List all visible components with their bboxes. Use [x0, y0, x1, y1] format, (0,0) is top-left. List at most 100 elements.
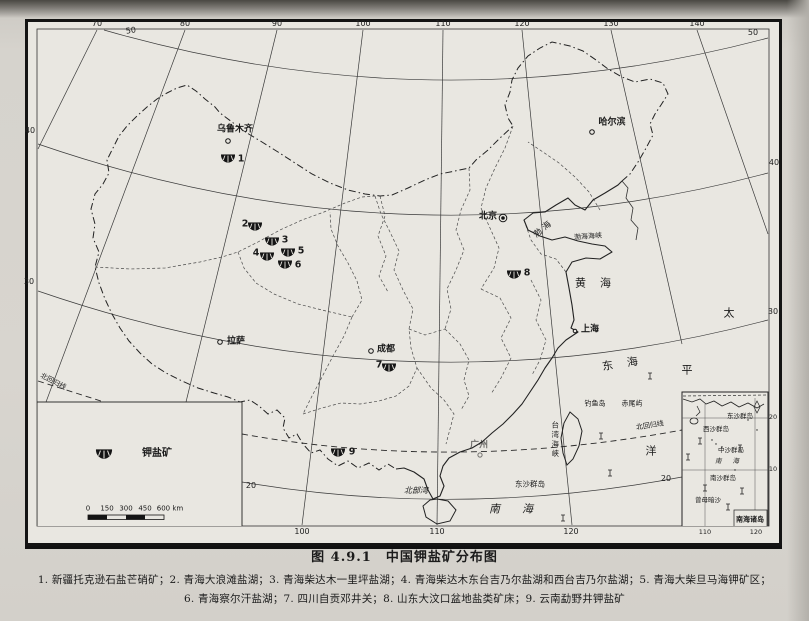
- mine-label-8: 8: [523, 267, 531, 279]
- city-label-lhasa: 拉萨: [226, 336, 246, 347]
- mine-symbol-9: [330, 448, 346, 458]
- mine-symbol-7: [381, 363, 397, 373]
- sea-label-beibu-gulf: 北部湾: [404, 486, 428, 495]
- sea-label-pacific-char2: 平: [681, 363, 693, 377]
- inset-title-box: [733, 509, 768, 526]
- island-mark: [647, 372, 653, 380]
- city-marker-chengdu: [368, 348, 374, 354]
- scale-tick-300: 300: [119, 504, 133, 513]
- island-mark: [560, 514, 566, 522]
- scale-tick-600km: 600 km: [156, 504, 184, 513]
- taiwan-island: [560, 411, 583, 466]
- lon-label-110-bottom: 110: [429, 527, 445, 536]
- lat-label-30-left: 30: [23, 277, 35, 286]
- inset-label-nansha: 南沙群岛: [710, 473, 736, 482]
- lat-label-30-right: 30: [767, 307, 779, 316]
- mine-symbol-2: [247, 222, 263, 232]
- inner-neatline: [36, 28, 770, 527]
- city-marker-shanghai: [572, 328, 578, 334]
- mine-symbol-6: [277, 260, 293, 270]
- lon-label-70: 70: [91, 19, 103, 28]
- lon-label-90: 90: [271, 19, 283, 28]
- island-mark: [607, 469, 613, 477]
- lat-label-40-right: 40: [768, 158, 780, 167]
- mine-label-3: 3: [281, 234, 289, 246]
- inset-coastline: [682, 398, 765, 409]
- inset-lat-10: 10: [768, 464, 778, 473]
- inset-title-label: 南海诸岛: [736, 514, 764, 524]
- lat-label-50-left: 50: [125, 25, 137, 36]
- inset-lat-20: 20: [768, 412, 778, 421]
- national-boundary: [90, 41, 669, 471]
- lon-label-130: 130: [603, 19, 619, 28]
- mine-label-2: 2: [241, 218, 249, 230]
- legend-mine-label: 钾盐矿: [142, 448, 172, 459]
- city-label-shanghai: 上海: [580, 324, 600, 335]
- city-label-urumqi: 乌鲁木齐: [216, 124, 254, 135]
- figure-title: 图 4.9.1 中国钾盐矿分布图: [311, 550, 498, 565]
- city-marker-beijing-inner: [501, 216, 505, 220]
- island-label-diaoyu: 钓鱼岛: [584, 399, 606, 408]
- city-marker-harbin: [589, 129, 595, 135]
- inset-island-marks: [685, 419, 758, 511]
- city-label-guangzhou: 广州: [469, 440, 489, 451]
- lat-label-40-left: 40: [24, 126, 36, 135]
- mine-label-1: 1: [237, 153, 245, 165]
- sea-label-yellow-sea: 黄海: [575, 276, 625, 290]
- city-markers: [217, 129, 595, 458]
- mine-label-9: 9: [348, 446, 356, 458]
- sea-label-south-sea: 南海: [489, 502, 555, 516]
- city-marker-guangzhou: [477, 452, 483, 458]
- island-label-chiwei: 赤尾屿: [621, 399, 643, 408]
- province-boundaries: [94, 125, 601, 445]
- scale-tick-0: 0: [85, 504, 91, 513]
- scale-tick-150: 150: [100, 504, 114, 513]
- city-marker-urumqi: [225, 138, 231, 144]
- mine-label-4: 4: [252, 247, 260, 259]
- inset-label-nanhai: 南海: [715, 456, 750, 465]
- graticule-longitude-lines: [37, 29, 769, 526]
- city-label-harbin: 哈尔滨: [598, 117, 626, 128]
- korea-coast: [621, 180, 639, 241]
- tropic-of-cancer-line: [37, 380, 683, 453]
- inset-graticule: [682, 398, 768, 526]
- sea-label-pacific-char1: 太: [723, 306, 735, 320]
- lon-label-100-bottom: 100: [294, 527, 310, 536]
- sea-label-pacific-char3: 洋: [645, 444, 657, 458]
- mine-symbol-1: [220, 154, 236, 164]
- coastline: [395, 180, 623, 500]
- island-label-dongsha: 东沙群岛: [515, 479, 545, 489]
- mine-symbol-5: [280, 248, 296, 258]
- caption-block: 图 4.9.1 中国钾盐矿分布图 1. 新疆托克逊石盐芒硝矿；2. 青海大浪滩盐…: [0, 546, 809, 606]
- mine-label-6: 6: [294, 259, 302, 271]
- lat-label-20-right: 20: [660, 474, 672, 483]
- mine-symbols: [220, 154, 522, 458]
- lon-label-120-bottom: 120: [563, 527, 579, 536]
- lat-label-50-right: 50: [747, 28, 759, 37]
- lat-label-20-left: 20: [245, 481, 257, 490]
- mine-symbol-3: [264, 237, 280, 247]
- inset-label-dongsha: 东沙群岛: [727, 411, 753, 420]
- sea-label-taiwan-strait: 台湾海峡: [550, 421, 560, 459]
- legend-box: [37, 401, 243, 526]
- city-marker-lhasa: [217, 339, 223, 345]
- lon-label-100: 100: [355, 19, 371, 28]
- city-label-beijing: 北京: [478, 211, 498, 222]
- inset-lon-110: 110: [698, 527, 712, 536]
- graticule-latitude-arcs: [37, 29, 769, 500]
- mine-symbol-8: [506, 270, 522, 280]
- mine-label-5: 5: [297, 245, 305, 257]
- lon-label-110: 110: [435, 19, 451, 28]
- inset-label-zhongsha: 中沙群岛: [718, 445, 744, 454]
- figure-caption-line2: 6. 青海察尔汗盐湖；7. 四川自贡邓井关；8. 山东大汶口盆地盐类矿床；9. …: [183, 593, 626, 605]
- figure-caption-line1: 1. 新疆托克逊石盐芒硝矿；2. 青海大浪滩盐湖；3. 青海柴达木一里坪盐湖；4…: [37, 574, 772, 586]
- scale-tick-450: 450: [138, 504, 152, 513]
- lon-label-140: 140: [689, 19, 705, 28]
- mine-label-7: 7: [375, 359, 383, 371]
- city-label-chengdu: 成都: [376, 344, 396, 355]
- scale-bar: [87, 514, 165, 520]
- mine-symbol-4: [259, 252, 275, 262]
- lon-label-120: 120: [514, 19, 530, 28]
